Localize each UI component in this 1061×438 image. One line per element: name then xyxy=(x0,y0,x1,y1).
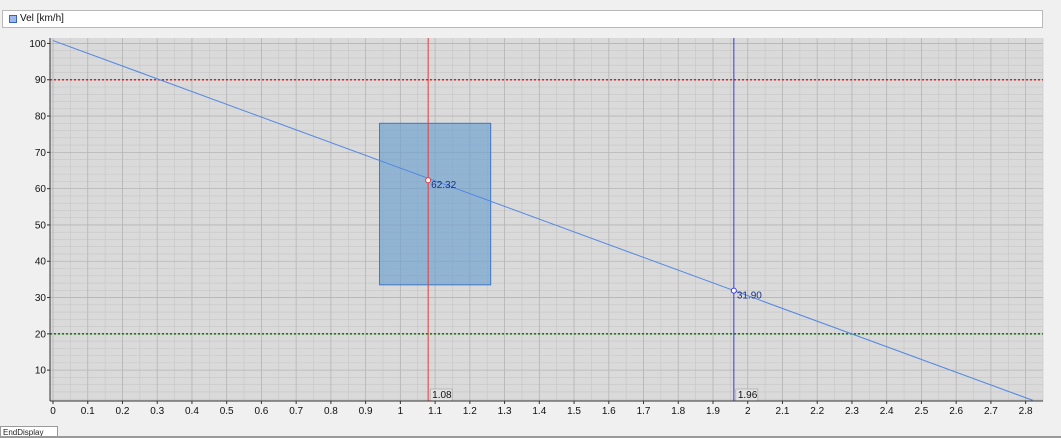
x-tick-label: 1 xyxy=(398,406,404,417)
y-tick-label: 30 xyxy=(35,293,47,304)
y-tick-label: 70 xyxy=(35,148,47,159)
x-tick-label: 2.1 xyxy=(776,406,790,417)
legend-label: Vel [km/h] xyxy=(20,13,64,24)
cursor-value-label: 31.90 xyxy=(737,291,762,302)
x-tick-label: 1.5 xyxy=(567,406,581,417)
legend-bar: Vel [km/h] xyxy=(2,10,1043,28)
legend-swatch xyxy=(9,14,17,23)
x-tick-label: 1.1 xyxy=(428,406,442,417)
x-tick-label: 0.5 xyxy=(220,406,234,417)
x-tick-label: 1.2 xyxy=(463,406,477,417)
y-tick-label: 100 xyxy=(29,39,46,50)
y-tick-label: 20 xyxy=(35,329,47,340)
axes: 10 20 30 40 50 60 70 80 90 100 0 0.1 0.2 0.3 0.4 0.5 0.6… xyxy=(29,38,1043,417)
x-tick-label: 2.7 xyxy=(984,406,998,417)
y-tick-label: 10 xyxy=(35,366,47,377)
plot-area xyxy=(50,38,1043,401)
x-tick-label: 0.3 xyxy=(150,406,164,417)
legend-item[interactable]: Vel [km/h] xyxy=(9,13,64,24)
x-tick-label: 1.4 xyxy=(532,406,546,417)
x-tick-label: 0.4 xyxy=(185,406,199,417)
x-tick-label: 1.3 xyxy=(498,406,512,417)
series-line xyxy=(52,40,1033,401)
reference-lines xyxy=(50,78,1043,335)
cursor-value-label: 62.32 xyxy=(431,180,456,191)
x-tick-label: 1.8 xyxy=(671,406,685,417)
y-tick-label: 40 xyxy=(35,257,47,268)
x-tick-label: 2.8 xyxy=(1019,406,1033,417)
cursor-marker xyxy=(425,177,432,184)
highlight-region-layer xyxy=(379,122,492,286)
cursor-layer: 62.32 1.08 31.90 1.96 xyxy=(425,38,762,402)
cursor-x-label: 1.96 xyxy=(738,390,758,401)
x-tick-label: 2.6 xyxy=(949,406,963,417)
cursor-x-label: 1.08 xyxy=(432,390,452,401)
y-tick-label: 80 xyxy=(35,112,47,123)
x-tick-label: 2.2 xyxy=(810,406,824,417)
x-tick-label: 0.6 xyxy=(254,406,268,417)
x-tick-label: 0 xyxy=(50,406,56,417)
highlight-region xyxy=(379,122,492,286)
x-tick-label: 0.2 xyxy=(116,406,130,417)
series-layer xyxy=(52,40,1033,401)
x-tick-label: 1.6 xyxy=(602,406,616,417)
grid xyxy=(50,38,1044,401)
x-tick-label: 2.3 xyxy=(845,406,859,417)
x-tick-label: 2.4 xyxy=(880,406,894,417)
x-tick-label: 1.9 xyxy=(706,406,720,417)
x-tick-label: 2 xyxy=(745,406,751,417)
y-tick-label: 60 xyxy=(35,184,47,195)
x-tick-label: 0.8 xyxy=(324,406,338,417)
x-tick-label: 0.7 xyxy=(289,406,303,417)
y-tick-label: 50 xyxy=(35,220,47,231)
tab-end-display[interactable]: EndDisplay xyxy=(0,426,58,438)
x-tick-label: 2.5 xyxy=(914,406,928,417)
x-tick-label: 1.7 xyxy=(637,406,651,417)
y-tick-label: 90 xyxy=(35,75,47,86)
cursor-marker xyxy=(730,287,737,294)
x-tick-label: 0.9 xyxy=(359,406,373,417)
bottom-strip xyxy=(0,436,1061,438)
x-tick-label: 0.1 xyxy=(81,406,95,417)
